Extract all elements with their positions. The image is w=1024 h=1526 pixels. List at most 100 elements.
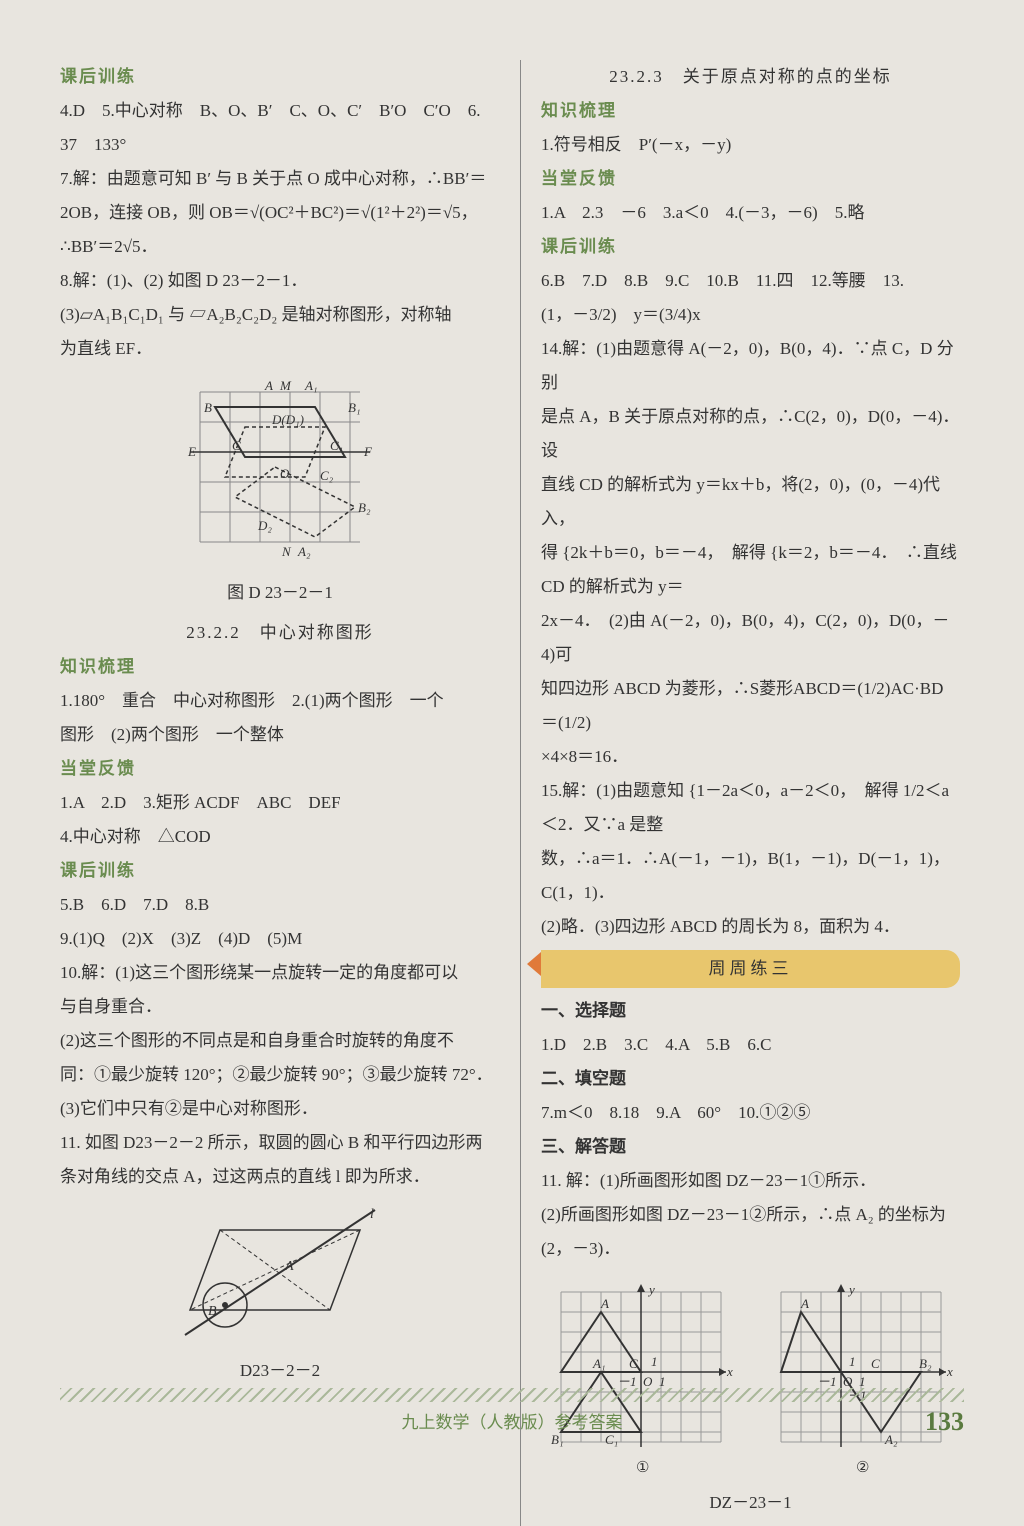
figure-d23-2-2: l A B D23－2－2 (60, 1200, 500, 1388)
svg-text:A: A (264, 378, 273, 393)
fig2-caption: D23－2－2 (60, 1354, 500, 1388)
text-line: ×4×8＝16． (541, 740, 960, 774)
text-line: ∴BB′＝2√5． (60, 230, 500, 264)
svg-text:A: A (284, 1259, 294, 1274)
text-line: (1，－3/2) y＝(3/4)x (541, 298, 960, 332)
text-line: 为直线 EF． (60, 332, 500, 366)
svg-text:C: C (871, 1356, 880, 1371)
footer-hatch (60, 1388, 964, 1402)
svg-text:1: 1 (651, 1354, 658, 1369)
svg-text:C: C (232, 438, 241, 453)
svg-text:D(D₁): D(D₁) (271, 412, 304, 427)
svg-text:E: E (187, 444, 196, 459)
svg-text:C: C (629, 1356, 638, 1371)
svg-text:O: O (843, 1374, 853, 1389)
page: 课后训练 4.D 5.中心对称 B、O、B′ C、O、C′ B′O C′O 6.… (0, 0, 1024, 1526)
svg-text:B₂: B₂ (358, 500, 371, 515)
title-23-2-3: 23.2.3 关于原点对称的点的坐标 (541, 60, 960, 94)
svg-text:A₁: A₁ (304, 378, 317, 393)
svg-text:－1: －1 (617, 1374, 637, 1389)
svg-text:②: ② (856, 1460, 869, 1476)
svg-text:A₂: A₂ (297, 544, 311, 559)
sec-knowledge: 知识梳理 (60, 650, 500, 684)
page-footer: 九上数学（人教版）参考答案 (0, 1388, 1024, 1433)
text-line: 条对角线的交点 A，过这两点的直线 l 即为所求． (60, 1160, 500, 1194)
svg-text:C₂: C₂ (320, 468, 334, 483)
text-line: (3)▱A₁B₁C₁D₁ 与 ▱A₂B₂C₂D₂ 是轴对称图形，对称轴 (60, 298, 500, 332)
text-line: (2)略．(3)四边形 ABCD 的周长为 8，面积为 4． (541, 910, 960, 944)
sec-post-training: 课后训练 (541, 230, 960, 264)
right-column: 23.2.3 关于原点对称的点的坐标 知识梳理 1.符号相反 P′(－x，－y)… (520, 60, 960, 1526)
text-line: 与自身重合． (60, 990, 500, 1024)
sec-answer: 三、解答题 (541, 1130, 960, 1164)
text-line: 37 133° (60, 128, 500, 162)
svg-text:x: x (946, 1364, 953, 1379)
coord-diagrams: yA A₁C1 －1O1x B₁C₁ ① (541, 1272, 961, 1482)
text-line: 1.A 2.3 －6 3.a＜0 4.(－3，－6) 5.略 (541, 196, 960, 230)
svg-text:B₁: B₁ (551, 1432, 563, 1447)
sec-blank: 二、填空题 (541, 1062, 960, 1096)
text-line: 6.B 7.D 8.B 9.C 10.B 11.四 12.等腰 13. (541, 264, 960, 298)
sec-knowledge: 知识梳理 (541, 94, 960, 128)
svg-text:①: ① (636, 1460, 649, 1476)
svg-text:D₂: D₂ (257, 518, 272, 533)
svg-text:x: x (726, 1364, 733, 1379)
text-line: 4.D 5.中心对称 B、O、B′ C、O、C′ B′O C′O 6. (60, 94, 500, 128)
text-line: 1.符号相反 P′(－x，－y) (541, 128, 960, 162)
text-line: 1.A 2.D 3.矩形 ACDF ABC DEF (60, 786, 500, 820)
text-line: (2)这三个图形的不同点是和自身重合时旋转的角度不 (60, 1024, 500, 1058)
text-line: 10.解：(1)这三个图形绕某一点旋转一定的角度都可以 (60, 956, 500, 990)
page-number: 133 (925, 1407, 964, 1437)
svg-text:A: A (800, 1296, 809, 1311)
text-line: 直线 CD 的解析式为 y＝kx＋b，将(2，0)，(0，－4)代入， (541, 468, 960, 536)
svg-text:A₂: A₂ (884, 1432, 898, 1447)
svg-text:C₁: C₁ (330, 438, 343, 453)
text-line: 同：①最少旋转 120°；②最少旋转 90°；③最少旋转 72°． (60, 1058, 500, 1092)
text-line: 图形 (2)两个图形 一个整体 (60, 718, 500, 752)
text-line: 2OB，连接 OB，则 OB＝√(OC²＋BC²)＝√(1²＋2²)＝√5， (60, 196, 500, 230)
text-line: 9.(1)Q (2)X (3)Z (4)D (5)M (60, 922, 500, 956)
text-line: (2)所画图形如图 DZ－23－1②所示，∴点 A₂ 的坐标为 (541, 1198, 960, 1232)
svg-text:A: A (600, 1296, 609, 1311)
text-line: 8.解：(1)、(2) 如图 D 23－2－1． (60, 264, 500, 298)
footer-text: 九上数学（人教版）参考答案 (402, 1413, 623, 1432)
svg-text:1: 1 (849, 1354, 856, 1369)
svg-text:B: B (204, 400, 212, 415)
text-line: (2，－3)． (541, 1232, 960, 1266)
sec-inclass: 当堂反馈 (541, 162, 960, 196)
text-line: 11. 如图 D23－2－2 所示，取圆的圆心 B 和平行四边形两 (60, 1126, 500, 1160)
fig1-caption: 图 D 23－2－1 (60, 576, 500, 610)
text-line: 15.解：(1)由题意知 {1－2a＜0，a－2＜0， 解得 1/2＜a＜2．又… (541, 774, 960, 842)
svg-text:N: N (281, 544, 292, 559)
svg-text:B₂: B₂ (919, 1356, 932, 1371)
svg-text:A₁: A₁ (592, 1356, 605, 1371)
text-line: 数，∴a＝1．∴A(－1，－1)，B(1，－1)，D(－1，1)，C(1，1)． (541, 842, 960, 910)
svg-text:O: O (643, 1374, 653, 1389)
sec-inclass: 当堂反馈 (60, 752, 500, 786)
text-line: 7.m＜0 8.18 9.A 60° 10.①②⑤ (541, 1096, 960, 1130)
svg-text:M: M (279, 378, 292, 393)
fig3-caption: DZ－23－1 (541, 1486, 960, 1520)
parallelogram-circle-diagram: l A B (170, 1200, 390, 1350)
svg-text:y: y (847, 1282, 855, 1297)
svg-text:F: F (363, 444, 373, 459)
sec-choice: 一、选择题 (541, 994, 960, 1028)
svg-text:B: B (208, 1304, 217, 1319)
text-line: 得 {2k＋b＝0，b＝－4， 解得 {k＝2，b＝－4． ∴直线 CD 的解析… (541, 536, 960, 604)
text-line: 5.B 6.D 7.D 8.B (60, 888, 500, 922)
text-line: 1.D 2.B 3.C 4.A 5.B 6.C (541, 1028, 960, 1062)
sec-post-training: 课后训练 (60, 60, 500, 94)
text-line: 4.中心对称 △COD (60, 820, 500, 854)
svg-text:1: 1 (859, 1374, 866, 1389)
svg-text:y: y (647, 1282, 655, 1297)
text-line: 14.解：(1)由题意得 A(－2，0)，B(0，4)．∵点 C，D 分别 (541, 332, 960, 400)
figure-d23-2-1: AMA₁ BD(D₁)B₁ CC₁ EF OC₂ D₂B₂ NA₂ 图 D 23… (60, 372, 500, 610)
svg-text:1: 1 (659, 1374, 666, 1389)
svg-text:－1: －1 (817, 1374, 837, 1389)
svg-text:B₁: B₁ (348, 400, 360, 415)
text-line: 7.解：由题意可知 B′ 与 B 关于点 O 成中心对称，∴BB′＝ (60, 162, 500, 196)
left-column: 课后训练 4.D 5.中心对称 B、O、B′ C、O、C′ B′O C′O 6.… (60, 60, 500, 1526)
grid-diagram: AMA₁ BD(D₁)B₁ CC₁ EF OC₂ D₂B₂ NA₂ (180, 372, 380, 572)
title-23-2-2: 23.2.2 中心对称图形 (60, 616, 500, 650)
svg-text:C₁: C₁ (605, 1432, 618, 1447)
